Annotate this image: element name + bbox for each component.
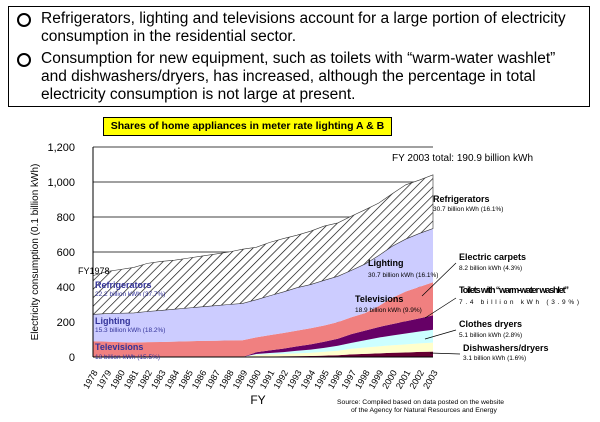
y-tick-label: 400	[57, 282, 75, 294]
series-value: 30.7 billion kWh (16.1%)	[433, 206, 503, 213]
bullet-text: Consumption for new equipment, such as t…	[41, 50, 556, 103]
bullet-text: Refrigerators, lighting and televisions …	[41, 10, 566, 45]
series-label: Clothes dryers	[459, 319, 522, 329]
series-label: Televisions	[355, 294, 403, 304]
area-dishwashers-dryers	[93, 351, 433, 357]
area-lighting	[93, 228, 433, 343]
y-tick-label: 0	[69, 352, 75, 364]
x-axis-title: FY	[250, 393, 265, 407]
area-refrigerators	[92, 174, 434, 315]
source-note: Source: Compiled based on data posted on…	[337, 399, 504, 406]
series-label: Electric carpets	[459, 252, 526, 262]
area-clothes-dryers	[93, 342, 433, 357]
chart-title: Shares of home appliances in meter rate …	[103, 117, 392, 136]
series-label: Toilets with “warm-water washlet”	[459, 285, 569, 295]
fy1978-label: FY1978	[78, 266, 110, 276]
y-tick-label: 200	[57, 317, 75, 329]
leader-line	[424, 329, 457, 340]
leader-line	[421, 262, 457, 297]
series-label: Lighting	[368, 258, 404, 268]
left-series-value: 15.3 billion kWh (18.2%)	[95, 327, 165, 334]
bullet-circle-icon	[17, 53, 31, 67]
series-label: Dishwashers/dryers	[463, 343, 549, 353]
y-tick-label: 600	[57, 247, 75, 259]
series-label: Refrigerators	[433, 194, 490, 204]
series-value: 3.1 billion kWh (1.6%)	[463, 355, 526, 362]
area-electric-carpets	[93, 315, 433, 357]
left-series-label: Televisions	[95, 342, 143, 352]
summary-box: Refrigerators, lighting and televisions …	[8, 6, 590, 107]
left-series-label: Refrigerators	[95, 280, 152, 290]
left-series-label: Lighting	[95, 316, 131, 326]
y-tick-label: 1,200	[47, 142, 75, 154]
left-series-value: 13 billion kWh (15.5%)	[95, 354, 160, 361]
y-tick-label: 800	[57, 212, 75, 224]
left-series-value: 22.2 billion kWh (37.7%)	[95, 291, 165, 298]
series-value: 7.4 billion kWh (3.9%)	[459, 299, 579, 306]
series-value: 18.9 billion kWh (9.9%)	[355, 307, 422, 314]
bullet-item: Consumption for new equipment, such as t…	[17, 50, 581, 104]
series-value: 8.2 billion kWh (4.3%)	[459, 265, 522, 272]
series-value: 30.7 billion kWh (16.1%)	[368, 272, 438, 279]
y-axis-title: Electricity consumption (0.1 billion kWh…	[30, 164, 41, 341]
y-tick-label: 1,000	[47, 177, 75, 189]
area-televisions	[93, 282, 433, 357]
area-toilets-with-warm-water-washlet	[93, 329, 433, 357]
bullet-item: Refrigerators, lighting and televisions …	[17, 10, 581, 46]
source-note: of the Agency for Natural Resources and …	[351, 407, 497, 414]
total-annotation: FY 2003 total: 190.9 billion kWh	[392, 153, 533, 164]
bullet-circle-icon	[17, 13, 31, 27]
leader-line	[429, 352, 461, 355]
series-value: 5.1 billion kWh (2.8%)	[459, 332, 522, 339]
x-tick-label: 2003	[421, 368, 440, 390]
leader-line	[424, 297, 457, 319]
